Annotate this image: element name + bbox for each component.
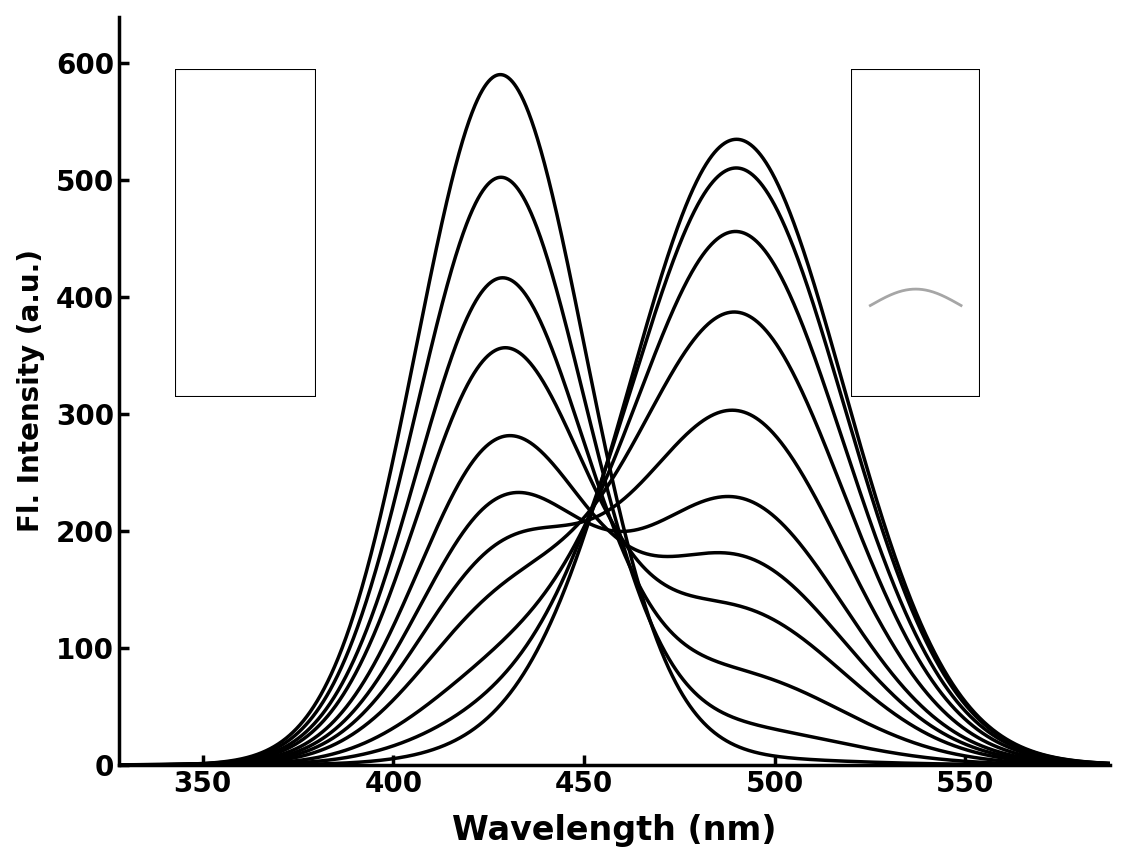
Y-axis label: Fl. Intensity (a.u.): Fl. Intensity (a.u.) [17, 249, 45, 532]
X-axis label: Wavelength (nm): Wavelength (nm) [452, 815, 777, 848]
